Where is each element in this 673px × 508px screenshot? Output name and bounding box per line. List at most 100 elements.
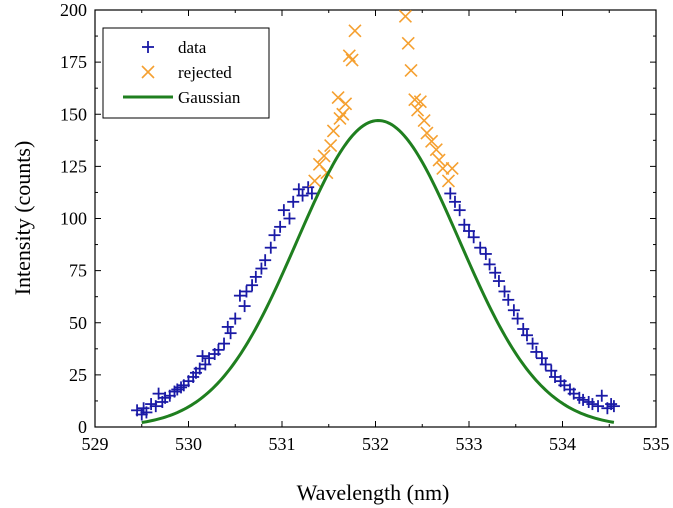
rejected-point-b <box>445 161 459 176</box>
y-tick-label: 125 <box>60 156 87 176</box>
rejected-point <box>324 138 338 153</box>
rejected-point <box>420 126 434 140</box>
x-tick-label: 533 <box>456 434 483 454</box>
data-point <box>592 400 605 413</box>
data-point <box>212 343 225 356</box>
y-tick-label: 200 <box>60 0 87 20</box>
data-point <box>539 358 552 371</box>
data-point <box>196 350 209 363</box>
y-tick-label: 100 <box>60 209 87 229</box>
data-point <box>283 212 296 225</box>
data-point <box>502 293 515 306</box>
rejected-point <box>342 49 356 63</box>
data-point <box>221 320 234 333</box>
rejected-point-b <box>308 174 322 188</box>
data-point <box>511 312 524 325</box>
data-point <box>249 270 262 283</box>
data-point <box>305 187 318 200</box>
legend-label-data: data <box>178 38 207 57</box>
rejected-point-b <box>312 157 326 171</box>
rejected-point-b <box>420 126 434 140</box>
data-point <box>168 385 181 398</box>
data-point <box>240 285 253 298</box>
y-tick-label: 0 <box>78 417 87 437</box>
legend-label-rejected: rejected <box>178 63 232 82</box>
data-point <box>489 266 502 279</box>
data-point <box>530 345 543 358</box>
data-point <box>238 300 251 313</box>
rejected-point-b <box>336 107 350 121</box>
data-point <box>448 195 461 208</box>
y-axis-title: Intensity (counts) <box>10 141 35 296</box>
data-point <box>274 220 287 233</box>
rejected-point <box>413 95 427 109</box>
x-tick-label: 532 <box>362 434 389 454</box>
data-point <box>268 229 281 242</box>
plot-area: 529 530 531 532 533 534 535 0 25 50 75 100 125 150 175… <box>60 0 670 454</box>
data-point <box>246 279 259 292</box>
data-point <box>607 400 620 413</box>
y-tick-label: 50 <box>69 313 87 333</box>
rejected-point-b <box>404 63 418 78</box>
data-point <box>302 181 315 194</box>
data-point <box>292 183 305 196</box>
data-point <box>287 195 300 208</box>
gaussian-curve <box>141 119 615 425</box>
rejected-point <box>445 161 459 176</box>
rejected-point-b <box>436 161 450 176</box>
data-point <box>526 337 539 350</box>
y-tick-label: 150 <box>60 104 87 124</box>
rejected-point <box>436 161 450 176</box>
data-point <box>453 204 466 217</box>
x-tick-label: 535 <box>643 434 670 454</box>
data-point <box>152 387 165 400</box>
rejected-point-b <box>339 97 353 111</box>
rejected-point-b <box>413 95 427 109</box>
data-point <box>507 304 520 317</box>
data-point <box>595 389 608 402</box>
rejected-point-b <box>401 36 415 50</box>
rejected-point-b <box>348 24 362 38</box>
rejected-point-b <box>417 113 431 128</box>
rejected-point <box>417 113 431 128</box>
data-point <box>233 289 246 302</box>
rejected-point-b <box>345 53 359 67</box>
data-point <box>498 285 511 298</box>
rejected-point-b <box>441 174 455 188</box>
data-point <box>463 225 475 238</box>
rejected-point <box>345 53 359 67</box>
rejected-point-b <box>324 138 338 153</box>
rejected-point <box>429 143 443 157</box>
data-point <box>586 398 599 411</box>
legend: data rejected Gaussian <box>102 27 270 119</box>
data-point <box>467 231 480 244</box>
data-point <box>140 406 153 419</box>
data-point <box>229 312 242 325</box>
data-point <box>444 187 457 200</box>
data-point <box>175 381 188 394</box>
rejected-point-b <box>432 153 446 167</box>
rejected-point-b <box>411 103 425 117</box>
y-tick-label: 75 <box>69 261 87 281</box>
rejected-point <box>401 36 415 50</box>
rejected-point <box>441 174 455 188</box>
x-tick-label: 529 <box>82 434 109 454</box>
rejected-point-b <box>331 91 345 105</box>
data-point <box>605 398 618 411</box>
x-axis-title: Wavelength (nm) <box>297 480 450 505</box>
rejected-point-b <box>326 124 340 138</box>
data-point <box>577 393 590 406</box>
rejected-point <box>348 24 362 38</box>
y-tick-label: 25 <box>69 365 87 385</box>
rejected-point <box>317 149 331 163</box>
legend-marker-rejected-b <box>141 65 155 79</box>
legend-marker-data <box>142 41 154 53</box>
data-point <box>224 327 237 340</box>
data-point <box>545 364 558 377</box>
rejected-point <box>326 124 340 138</box>
legend-label-gaussian: Gaussian <box>178 88 241 107</box>
data-point <box>535 352 548 365</box>
data-point <box>296 189 309 202</box>
rejected-point <box>425 134 439 148</box>
